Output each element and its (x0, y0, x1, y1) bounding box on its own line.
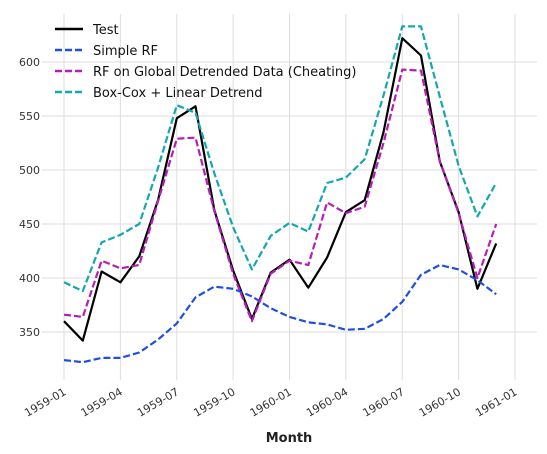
x-tick-label: 1960-01 (248, 385, 294, 419)
x-tick-label: 1961-01 (473, 385, 519, 419)
series-line-box-cox-linear-detrend (63, 25, 498, 293)
x-tick-label: 1960-10 (417, 385, 463, 419)
series-lines (63, 25, 498, 364)
x-axis-label: Month (266, 431, 313, 446)
x-tick-label: 1959-04 (79, 385, 125, 419)
series-line-rf-on-global-detrended-data-cheating (63, 68, 498, 323)
x-tick-label: 1960-07 (360, 385, 406, 419)
y-tick-label: 500 (19, 164, 40, 177)
y-tick-label: 400 (19, 272, 40, 285)
x-axis-ticks: 1959-01 1959-04 1959-07 1959-10 1960-01 1960-… (22, 385, 519, 419)
x-tick-label: 1959-10 (191, 385, 237, 419)
x-tick-label: 1959-07 (135, 385, 181, 419)
x-tick-label: 1960-04 (304, 385, 350, 419)
legend-label: Box-Cox + Linear Detrend (93, 86, 263, 101)
y-tick-label: 600 (19, 56, 40, 69)
y-tick-label: 350 (19, 326, 40, 339)
series-line-simple-rf (63, 263, 497, 364)
y-tick-label: 550 (19, 110, 40, 123)
legend-label: Test (92, 23, 119, 38)
legend-label: RF on Global Detrended Data (Cheating) (93, 65, 356, 80)
legend: Test Simple RF RF on Global Detrended Data… (55, 23, 356, 101)
y-axis-ticks: 350 400 450 500 550 600 (19, 56, 40, 339)
x-tick-label: 1959-01 (22, 385, 68, 419)
y-tick-label: 450 (19, 218, 40, 231)
series-line-test (63, 37, 498, 342)
legend-label: Simple RF (93, 44, 158, 59)
